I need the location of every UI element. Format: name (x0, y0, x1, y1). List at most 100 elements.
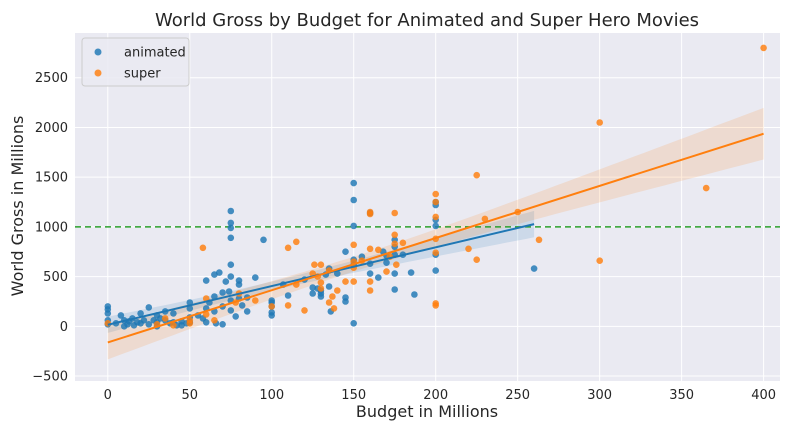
point-super (317, 279, 325, 286)
y-tick-label: 500 (43, 270, 68, 285)
point-super (350, 278, 358, 285)
point-super (432, 198, 440, 206)
confidence-band-super (107, 107, 764, 360)
point-animated (219, 289, 226, 296)
point-animated (260, 236, 267, 244)
point-super (211, 317, 218, 324)
point-super (329, 293, 336, 300)
point-super (161, 315, 169, 322)
point-super (391, 209, 399, 217)
point-super (760, 44, 767, 52)
regression-line-super (107, 132, 764, 344)
x-tick-label: 400 (751, 388, 776, 403)
point-super (317, 261, 325, 269)
point-animated (140, 317, 148, 324)
point-animated (342, 298, 349, 305)
point-animated (317, 293, 325, 300)
x-tick-label: 100 (259, 388, 284, 403)
point-super (702, 184, 710, 192)
point-animated (432, 222, 440, 230)
point-super (334, 287, 341, 294)
point-super (366, 278, 374, 285)
point-animated (227, 261, 235, 269)
legend: animated super (81, 37, 190, 87)
point-super (342, 278, 349, 285)
point-super (473, 171, 481, 179)
point-super (596, 119, 603, 126)
point-animated (391, 270, 399, 277)
point-animated (238, 302, 246, 309)
point-super (366, 208, 374, 216)
point-animated (104, 310, 112, 317)
point-animated (391, 286, 399, 293)
point-super (350, 241, 358, 249)
point-super (325, 299, 333, 306)
point-animated (309, 284, 317, 291)
x-tick-label: 250 (505, 388, 530, 403)
point-animated (309, 290, 317, 297)
point-animated (350, 320, 358, 327)
point-animated (145, 321, 153, 328)
point-animated (342, 248, 349, 255)
point-animated (375, 274, 382, 281)
x-tick-label: 50 (181, 388, 198, 403)
x-tick-label: 200 (423, 388, 448, 403)
legend-label-animated: animated (124, 46, 186, 61)
point-super (330, 305, 338, 312)
point-animated (222, 278, 230, 285)
point-super (432, 302, 440, 309)
point-animated (202, 277, 210, 284)
legend-marker-super (94, 69, 102, 77)
tick-labels: 0 50 100 150 200 250 300 350 400 −500 0 500 1000 1500… (32, 71, 776, 403)
point-super (186, 320, 194, 327)
point-animated (145, 304, 153, 311)
point-animated (350, 196, 358, 204)
point-animated (432, 267, 440, 274)
x-tick-label: 0 (104, 388, 112, 403)
point-super (432, 249, 440, 256)
point-animated (216, 269, 223, 276)
regression-lines (107, 132, 764, 344)
point-super (268, 303, 276, 310)
point-animated (350, 222, 358, 230)
point-super (366, 287, 374, 294)
point-super (311, 261, 318, 269)
point-super (596, 257, 603, 265)
point-super (393, 261, 400, 269)
point-super (391, 231, 399, 239)
point-animated (219, 321, 226, 328)
point-super (202, 311, 210, 318)
chart-title: World Gross by Budget for Animated and S… (155, 10, 699, 31)
point-animated (227, 224, 235, 232)
point-super (284, 302, 292, 309)
point-super (399, 239, 407, 247)
x-tick-label: 300 (587, 388, 612, 403)
y-tick-label: 1500 (35, 171, 68, 186)
point-animated (325, 283, 333, 290)
point-super (293, 238, 300, 246)
x-axis-label: Budget in Millions (356, 402, 498, 421)
point-super (252, 297, 259, 304)
point-animated (117, 312, 125, 319)
point-super (481, 215, 489, 223)
point-animated (235, 281, 243, 288)
point-super (366, 245, 374, 253)
point-super (432, 190, 440, 198)
point-animated (227, 307, 235, 314)
y-axis-label: World Gross in Millions (8, 116, 27, 297)
point-animated (225, 288, 233, 295)
point-animated (211, 293, 218, 300)
point-animated (350, 179, 358, 187)
point-animated (227, 219, 235, 227)
point-super (170, 322, 177, 329)
point-super (301, 307, 308, 314)
x-tick-label: 350 (669, 388, 694, 403)
point-super (383, 268, 390, 275)
point-animated (202, 319, 210, 326)
point-animated (227, 234, 235, 242)
y-tick-label: 0 (60, 320, 68, 335)
point-animated (232, 313, 239, 320)
legend-box (81, 37, 190, 87)
y-tick-label: 2500 (35, 71, 68, 86)
